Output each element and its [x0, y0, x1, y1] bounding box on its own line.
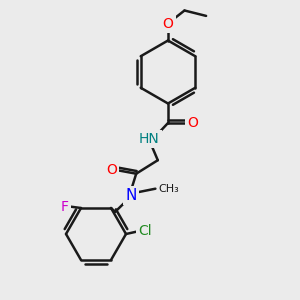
Text: HN: HN [139, 132, 160, 145]
Text: F: F [61, 200, 68, 214]
Text: Cl: Cl [138, 224, 152, 238]
Text: N: N [125, 188, 136, 203]
Text: CH₃: CH₃ [158, 184, 179, 194]
Text: O: O [106, 163, 117, 177]
Text: O: O [188, 116, 198, 130]
Text: O: O [163, 17, 173, 31]
